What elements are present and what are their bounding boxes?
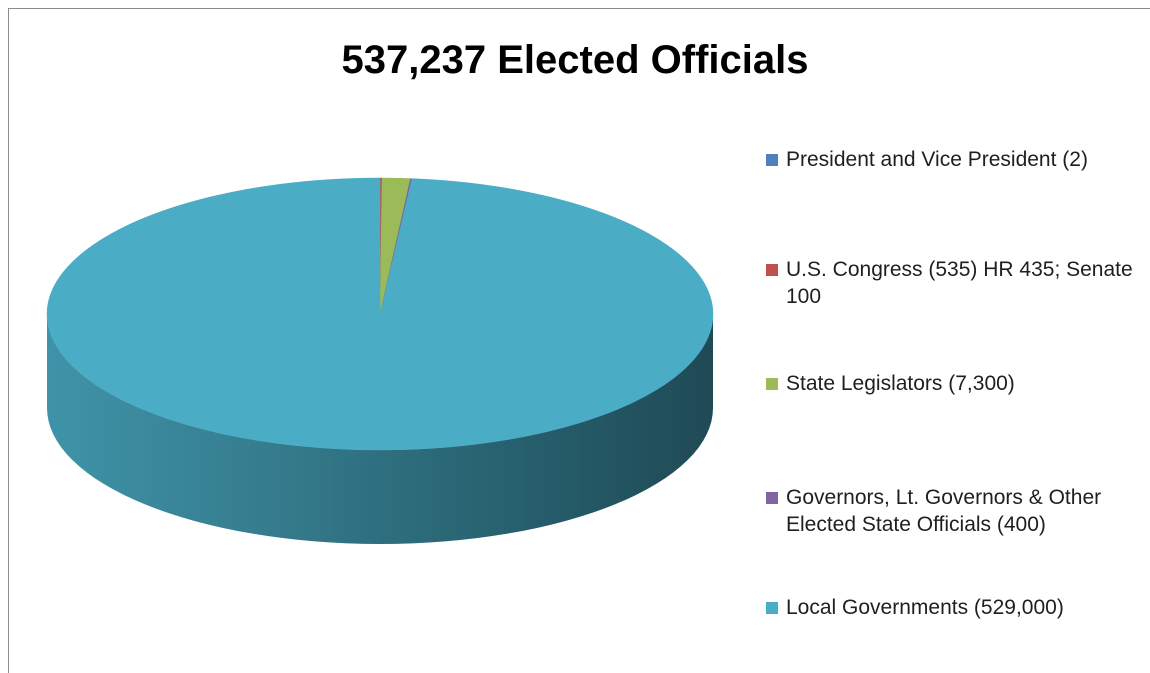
legend-label: Local Governments (529,000) xyxy=(786,596,1064,619)
legend-item: U.S. Congress (535) HR 435; Senate 100 xyxy=(766,256,1136,310)
legend-swatch xyxy=(766,264,778,276)
legend-label: State Legislators (7,300) xyxy=(786,372,1015,395)
legend-item: President and Vice President (2) xyxy=(766,146,1136,173)
legend-label: U.S. Congress (535) HR 435; Senate 100 xyxy=(786,258,1133,308)
pie-side-wall xyxy=(47,314,713,544)
legend-label: President and Vice President (2) xyxy=(786,148,1088,171)
legend-swatch xyxy=(766,378,778,390)
legend-item: State Legislators (7,300) xyxy=(766,370,1136,397)
legend-swatch xyxy=(766,602,778,614)
legend-swatch xyxy=(766,492,778,504)
chart-title: 537,237 Elected Officials xyxy=(341,38,809,82)
pie-side xyxy=(47,314,713,544)
legend-item: Governors, Lt. Governors & Other Elected… xyxy=(766,484,1136,538)
legend-swatch xyxy=(766,154,778,166)
pie-slice-4 xyxy=(46,177,714,451)
legend-item: Local Governments (529,000) xyxy=(766,594,1136,621)
legend-label: Governors, Lt. Governors & Other Elected… xyxy=(786,486,1102,536)
